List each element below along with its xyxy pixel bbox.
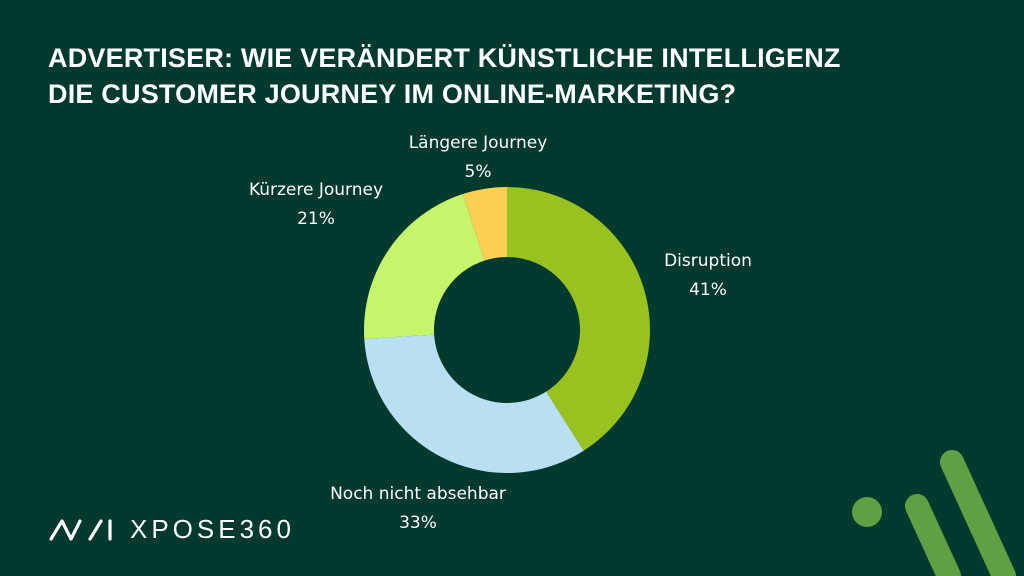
deco-stroke-long [940, 450, 1016, 576]
slice-value-label: 21% [297, 209, 335, 229]
slice-label: Disruption [664, 251, 752, 271]
brand-name: XPOSE360 [130, 514, 295, 544]
slice-label: Kürzere Journey [249, 180, 383, 200]
slice-noch-nicht-absehbar [364, 334, 584, 473]
slice-label: Noch nicht absehbar [330, 484, 506, 504]
slice-value-label: 41% [689, 280, 727, 300]
brand-mark-icon [49, 519, 112, 541]
slice-value-label: 5% [465, 162, 492, 182]
slice-labels: Disruption 41% Noch nicht absehbar 33% Kürze… [249, 133, 752, 533]
slice-disruption [507, 187, 650, 451]
slice-label: Längere Journey [409, 133, 548, 153]
chart-title-line-1: ADVERTISER: WIE VERÄNDERT KÜNSTLICHE INT… [48, 43, 841, 73]
deco-dot [852, 497, 882, 527]
chart-title: ADVERTISER: WIE VERÄNDERT KÜNSTLICHE INT… [48, 40, 841, 112]
slice-value-label: 33% [399, 513, 437, 533]
brand-logo: XPOSE360 [48, 512, 295, 546]
deco-stroke-short [905, 494, 961, 576]
donut-slices [364, 187, 650, 473]
slice-kürzere-journey [364, 193, 485, 339]
chart-title-line-2: DIE CUSTOMER JOURNEY IM ONLINE-MARKETING… [48, 79, 737, 109]
slice-längere-journey [462, 187, 507, 261]
